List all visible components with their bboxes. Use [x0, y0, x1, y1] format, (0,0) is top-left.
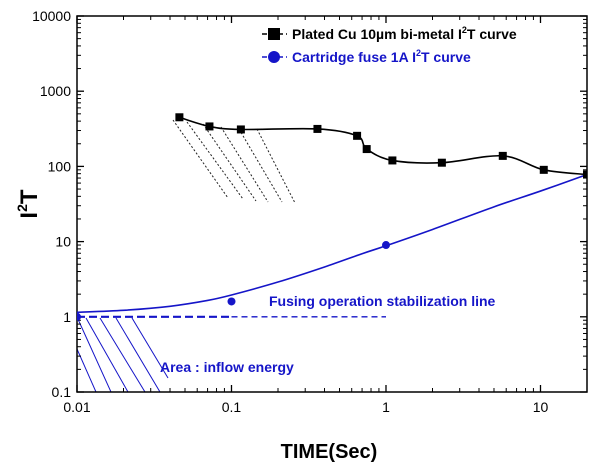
y-tick-label: 1000 — [40, 83, 71, 99]
y-tick-label: 1 — [63, 309, 71, 325]
series — [77, 113, 587, 321]
data-point-plated-cu — [353, 131, 362, 140]
legend-marker-square — [268, 28, 280, 40]
hatch-line-blue — [99, 317, 146, 392]
data-point-plated-cu — [388, 156, 397, 165]
x-tick-label: 10 — [533, 399, 549, 415]
hatch-lines — [77, 119, 296, 392]
data-point-plated-cu — [539, 165, 548, 174]
y-axis-title-base: I — [16, 212, 43, 219]
data-point-cartridge — [77, 312, 81, 321]
x-tick-label: 1 — [382, 399, 390, 415]
x-axis-title: TIME(Sec) — [281, 441, 378, 463]
y-axis-title-sup: 2 — [14, 204, 30, 212]
data-point-plated-cu — [498, 151, 507, 160]
legend-item-cartridge: Cartridge fuse 1A I2T curve — [262, 48, 471, 65]
y-tick-label: 10000 — [32, 8, 71, 24]
hatch-line-blue — [131, 317, 169, 379]
annotation-area: Area : inflow energy — [160, 359, 294, 375]
y-axis-title-tail: T — [16, 189, 43, 204]
y-tick-label: 0.1 — [52, 384, 72, 400]
x-tick-label: 0.01 — [63, 399, 90, 415]
hatch-line-black — [202, 123, 257, 202]
legend-marker-circle — [268, 51, 280, 63]
x-tick-label: 0.1 — [222, 399, 242, 415]
legend-label-plated-cu: Plated Cu 10µm bi-metal I2T curve — [292, 25, 517, 42]
legend: Plated Cu 10µm bi-metal I2T curve Cartri… — [262, 25, 517, 65]
y-tick-label: 100 — [48, 158, 72, 174]
data-point-plated-cu — [362, 145, 371, 154]
hatch-line-black — [220, 126, 269, 203]
series-line-cartridge — [77, 173, 587, 314]
hatch-line-black — [172, 119, 229, 199]
hatch-line-blue — [77, 348, 97, 392]
legend-label-cartridge: Cartridge fuse 1A I2T curve — [292, 48, 471, 65]
hatch-line-blue — [77, 316, 112, 392]
hatch-line-blue — [85, 317, 129, 392]
data-point-cartridge — [381, 241, 390, 250]
legend-item-plated-cu: Plated Cu 10µm bi-metal I2T curve — [262, 25, 517, 42]
hatch-line-black — [186, 121, 244, 200]
y-tick-label: 10 — [55, 234, 71, 250]
data-point-plated-cu — [583, 170, 587, 179]
data-point-plated-cu — [437, 158, 446, 167]
annotation-stabilization: Fusing operation stabilization line — [269, 293, 496, 309]
data-point-plated-cu — [236, 125, 245, 134]
hatch-line-black — [256, 128, 296, 204]
data-point-plated-cu — [205, 122, 214, 131]
hatch-line-blue — [115, 317, 161, 392]
data-point-plated-cu — [175, 113, 184, 122]
data-point-cartridge — [227, 297, 236, 306]
data-point-plated-cu — [313, 124, 322, 133]
y-axis-title: I2T — [14, 189, 43, 218]
plot-frame — [76, 15, 588, 393]
